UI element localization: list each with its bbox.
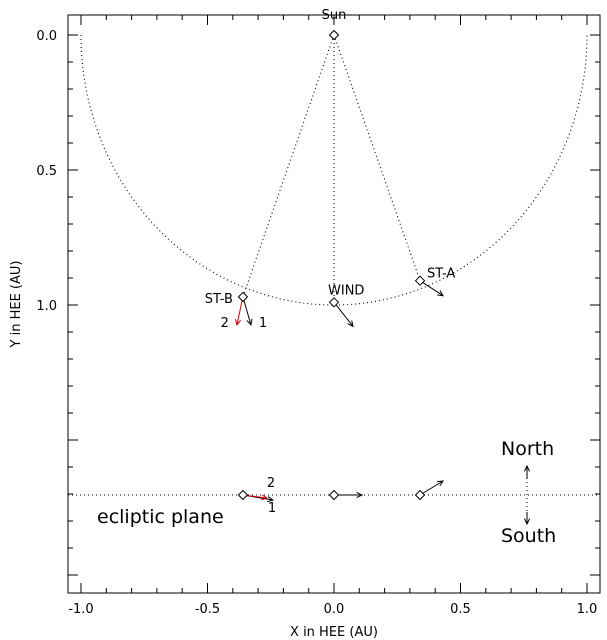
direction-arrows (235, 280, 531, 526)
st-a-arrow-head (437, 290, 444, 297)
x-axis-title: X in HEE (AU) (290, 625, 378, 640)
south-arrow-head (523, 518, 531, 526)
wind-arrow (333, 301, 354, 328)
guide-lines (68, 34, 600, 520)
ecliptic-arrow-label-2: 2 (267, 476, 275, 491)
arrow-label-2: 2 (221, 316, 229, 331)
y-axis-title: Y in HEE (AU) (9, 261, 24, 349)
st-a-arrow (419, 280, 444, 297)
wind-ecliptic-marker (328, 489, 340, 501)
st-a-ecliptic-arrow-shaft (419, 480, 444, 496)
south-label: South (501, 525, 556, 547)
ecliptic-plane-label: ecliptic plane (97, 506, 224, 528)
markers (237, 29, 426, 501)
arrow-label-1: 1 (259, 316, 267, 331)
st-a-ecliptic-arrow-head (436, 480, 445, 487)
wind-marker (328, 297, 340, 308)
st-b-arrow-1 (242, 296, 253, 327)
labels: Sun ST-B WIND ST-A 1 2 1 2 (205, 8, 456, 516)
wind-ecliptic-arrow-head (356, 491, 364, 499)
st-b-ecliptic-marker (237, 489, 249, 501)
st-b-arrow-2-head (235, 318, 241, 327)
st-b-arrow-1-shaft (242, 296, 252, 326)
north-arrow-head (523, 464, 531, 472)
st-b-ecliptic-arrow-2-head (261, 494, 269, 501)
st-a-label: ST-A (427, 267, 455, 282)
st-b-ecliptic-arrow-1-head (267, 496, 275, 503)
wind-label: WIND (328, 283, 364, 298)
x-tick-label: -1.0 (68, 602, 93, 617)
x-tick-label: -0.5 (195, 602, 220, 617)
st-b-label: ST-B (205, 292, 233, 307)
st-a-ecliptic-marker (414, 489, 426, 501)
st-b-arrow-2 (235, 296, 244, 327)
north-arrow (523, 464, 531, 478)
y-tick-label: 1.0 (36, 299, 57, 314)
sun-to-st-a-line (333, 34, 421, 281)
sun-to-st-b-line (242, 34, 335, 298)
south-arrow (523, 512, 531, 526)
sun-marker (328, 29, 340, 41)
st-b-arrow-2-shaft (236, 296, 244, 326)
st-b-marker (237, 291, 249, 303)
north-label: North (501, 438, 554, 460)
tick-labels: -1.0 -0.5 0.0 0.5 1.0 0.0 0.5 1.0 (36, 29, 597, 617)
ticks (68, 15, 600, 593)
y-tick-label: 0.0 (36, 29, 57, 44)
x-tick-label: 0.5 (450, 602, 471, 617)
st-b-arrow-1-head (246, 318, 253, 327)
st-a-arrow-shaft (419, 280, 444, 297)
x-tick-label: 1.0 (577, 602, 598, 617)
y-tick-label: 0.5 (36, 164, 57, 179)
wind-arrow-head (347, 320, 354, 328)
ecliptic-arrow-label-1: 1 (268, 501, 276, 516)
sun-label: Sun (322, 8, 347, 23)
wind-arrow-shaft (333, 301, 354, 327)
st-a-ecliptic-arrow (419, 480, 445, 496)
x-tick-label: 0.0 (324, 602, 345, 617)
st-a-marker (414, 275, 426, 286)
